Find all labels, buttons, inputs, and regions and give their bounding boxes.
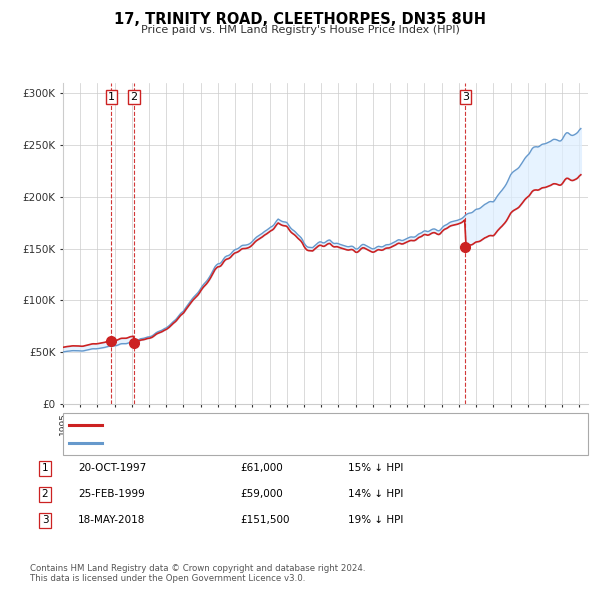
Text: 3: 3 — [462, 91, 469, 101]
Text: Contains HM Land Registry data © Crown copyright and database right 2024.
This d: Contains HM Land Registry data © Crown c… — [30, 563, 365, 583]
Text: 2: 2 — [130, 91, 137, 101]
Text: £61,000: £61,000 — [240, 464, 283, 473]
Text: 15% ↓ HPI: 15% ↓ HPI — [348, 464, 403, 473]
Text: 1: 1 — [41, 464, 49, 473]
Text: 14% ↓ HPI: 14% ↓ HPI — [348, 490, 403, 499]
Text: 20-OCT-1997: 20-OCT-1997 — [78, 464, 146, 473]
Text: 1: 1 — [107, 91, 115, 101]
Text: Price paid vs. HM Land Registry's House Price Index (HPI): Price paid vs. HM Land Registry's House … — [140, 25, 460, 35]
Text: 17, TRINITY ROAD, CLEETHORPES, DN35 8UH: 17, TRINITY ROAD, CLEETHORPES, DN35 8UH — [114, 12, 486, 27]
Text: 3: 3 — [41, 516, 49, 525]
Text: HPI: Average price, detached house, North East Lincolnshire: HPI: Average price, detached house, Nort… — [108, 438, 402, 447]
Text: 25-FEB-1999: 25-FEB-1999 — [78, 490, 145, 499]
Text: £151,500: £151,500 — [240, 516, 290, 525]
Text: 19% ↓ HPI: 19% ↓ HPI — [348, 516, 403, 525]
Text: £59,000: £59,000 — [240, 490, 283, 499]
Text: 18-MAY-2018: 18-MAY-2018 — [78, 516, 145, 525]
Text: 2: 2 — [41, 490, 49, 499]
Text: 17, TRINITY ROAD, CLEETHORPES, DN35 8UH (detached house): 17, TRINITY ROAD, CLEETHORPES, DN35 8UH … — [108, 420, 419, 430]
